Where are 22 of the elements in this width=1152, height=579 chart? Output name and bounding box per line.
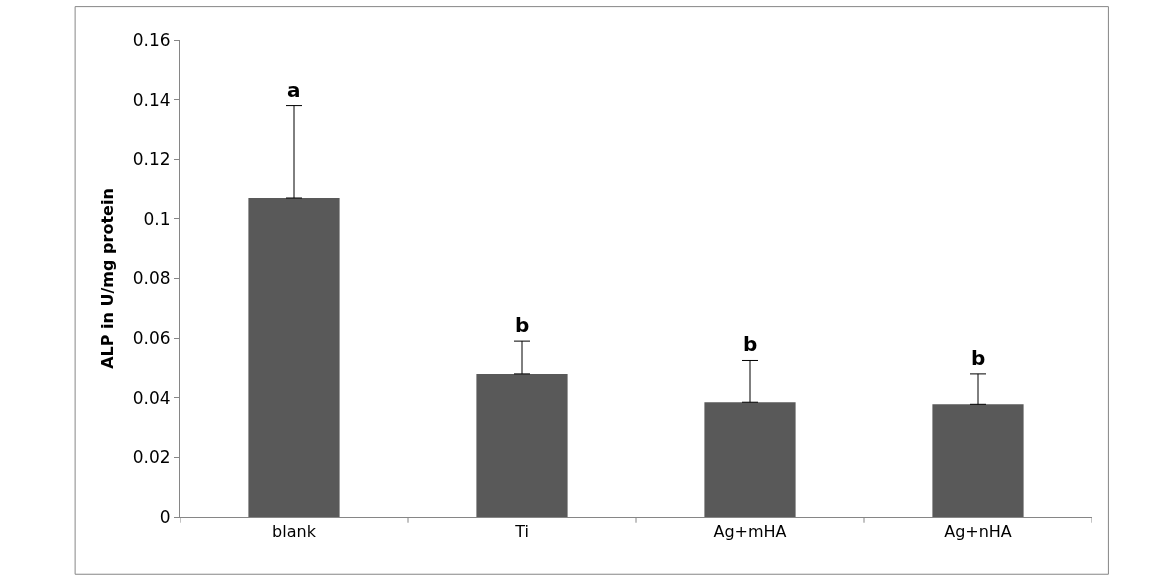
- annotation: b: [515, 313, 530, 337]
- annotation: b: [971, 346, 986, 370]
- annotation: a: [287, 78, 301, 102]
- annotation: b: [743, 332, 758, 356]
- y-tick-label: 0.08: [132, 268, 171, 289]
- bar: [932, 404, 1024, 517]
- x-tick-label: Ag+mHA: [713, 522, 787, 542]
- y-tick-label: 0.12: [132, 149, 171, 170]
- y-tick-label: 0.04: [132, 387, 171, 408]
- y-tick-label: 0: [159, 506, 171, 527]
- y-tick-label: 0.14: [132, 89, 171, 110]
- y-tick-label: 0.02: [132, 447, 171, 468]
- y-axis-title: ALP in U/mg protein: [97, 188, 117, 369]
- bar: [476, 373, 568, 517]
- bar: [248, 198, 340, 517]
- y-tick-label: 0.16: [132, 29, 171, 50]
- y-tick-label: 0.1: [143, 208, 171, 229]
- x-tick-label: Ag+nHA: [944, 522, 1012, 542]
- y-tick-label: 0.06: [132, 328, 171, 349]
- bar: [704, 402, 796, 517]
- x-tick-label: blank: [272, 522, 317, 542]
- x-tick-label: Ti: [514, 522, 529, 542]
